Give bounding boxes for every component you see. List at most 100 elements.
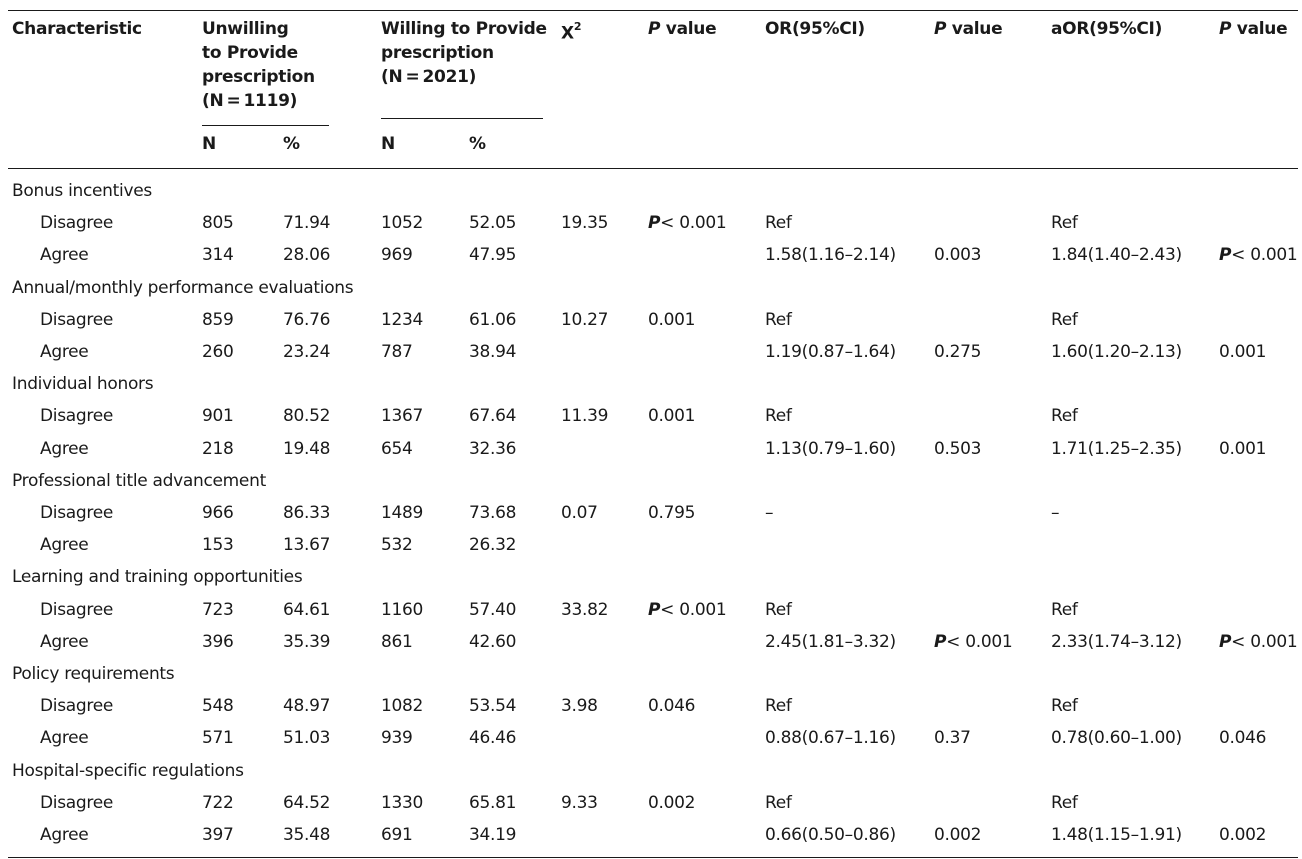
header-chi-sup: 2 xyxy=(573,20,582,33)
header-p-rest: value xyxy=(660,19,717,39)
p-symbol: P xyxy=(934,631,947,652)
group-label: Learning and training opportunities xyxy=(12,567,303,588)
cell-wi-pct: 61.06 xyxy=(469,309,517,330)
header-willing: Willing to Provide prescription (N = 202… xyxy=(381,17,547,89)
cell-wi-n: 654 xyxy=(381,438,413,459)
cell-aor: – xyxy=(1051,503,1060,523)
cell-un-pct: 86.33 xyxy=(283,503,331,523)
row-label: Agree xyxy=(40,245,89,266)
cell-un-n: 571 xyxy=(202,728,234,749)
top-rule xyxy=(8,10,1298,11)
cell-p1: P< 0.001 xyxy=(648,598,727,622)
cell-wi-pct: 52.05 xyxy=(469,213,517,234)
header-unwilling: Unwilling to Provide prescription (N = 1… xyxy=(202,17,315,113)
cell-wi-pct: 26.32 xyxy=(469,535,517,556)
cell-or: Ref xyxy=(765,213,792,234)
cell-wi-n: 1052 xyxy=(381,213,424,234)
cell-p2: 0.275 xyxy=(934,342,982,362)
cell-wi-pct: 34.19 xyxy=(469,825,517,845)
cell-wi-n: 1082 xyxy=(381,696,424,717)
cell-aor: Ref xyxy=(1051,696,1078,717)
p-symbol: P xyxy=(648,213,661,234)
group-label: Annual/monthly performance evaluations xyxy=(12,277,354,298)
cell-un-pct: 19.48 xyxy=(283,438,331,459)
cell-un-n: 153 xyxy=(202,535,234,556)
cell-or: 2.45(1.81–3.32) xyxy=(765,631,896,652)
p-value-text: < 0.001 xyxy=(946,631,1013,652)
cell-un-n: 260 xyxy=(202,342,234,362)
cell-p3: 0.001 xyxy=(1219,438,1267,459)
cell-un-n: 901 xyxy=(202,406,234,427)
cell-wi-n: 1234 xyxy=(381,309,424,330)
willing-subheader-rule xyxy=(381,118,543,119)
p-value-text: < 0.001 xyxy=(1231,631,1298,652)
cell-or: 1.13(0.79–1.60) xyxy=(765,438,896,459)
cell-un-pct: 80.52 xyxy=(283,406,331,427)
cell-p3: 0.046 xyxy=(1219,728,1267,749)
cell-wi-n: 939 xyxy=(381,728,413,749)
header-characteristic: Characteristic xyxy=(12,19,142,39)
cell-p3: P< 0.001 xyxy=(1219,630,1298,654)
row-label: Agree xyxy=(40,728,89,749)
cell-un-pct: 28.06 xyxy=(283,245,331,266)
cell-p2: 0.002 xyxy=(934,825,982,845)
p-symbol: P xyxy=(1219,631,1232,652)
cell-chi: 0.07 xyxy=(561,503,598,523)
row-label: Disagree xyxy=(40,406,114,427)
cell-or: – xyxy=(765,503,774,523)
cell-un-pct: 35.39 xyxy=(283,631,331,652)
cell-p3: P< 0.001 xyxy=(1219,243,1298,267)
cell-wi-n: 787 xyxy=(381,342,413,362)
cell-aor: 0.78(0.60–1.00) xyxy=(1051,728,1182,749)
cell-un-pct: 64.61 xyxy=(283,599,331,620)
header-unwilling-line: Unwilling xyxy=(202,19,289,39)
subheader-unwilling-n: N xyxy=(202,134,216,154)
row-label: Agree xyxy=(40,825,89,845)
row-label: Disagree xyxy=(40,213,114,234)
cell-un-pct: 48.97 xyxy=(283,696,331,717)
subheader-willing-n: N xyxy=(381,134,395,154)
header-willing-line: prescription xyxy=(381,43,494,63)
header-p-value-3: P value xyxy=(1219,17,1288,41)
cell-chi: 33.82 xyxy=(561,599,609,620)
p-symbol: P xyxy=(1219,245,1232,266)
cell-wi-pct: 46.46 xyxy=(469,728,517,749)
cell-or: Ref xyxy=(765,792,792,813)
row-label: Agree xyxy=(40,342,89,362)
cell-un-pct: 13.67 xyxy=(283,535,331,556)
row-label: Disagree xyxy=(40,599,114,620)
p-symbol: P xyxy=(648,599,661,620)
cell-p1: 0.002 xyxy=(648,792,696,813)
cell-wi-pct: 73.68 xyxy=(469,503,517,523)
cell-p1: 0.001 xyxy=(648,406,696,427)
cell-un-n: 723 xyxy=(202,599,234,620)
cell-wi-n: 1160 xyxy=(381,599,424,620)
header-p-rest: value xyxy=(1231,19,1288,39)
header-p-italic: P xyxy=(648,19,661,39)
cell-un-n: 966 xyxy=(202,503,234,523)
header-unwilling-line: (N = 1119) xyxy=(202,91,298,111)
cell-wi-n: 691 xyxy=(381,825,413,845)
cell-un-n: 218 xyxy=(202,438,234,459)
row-label: Agree xyxy=(40,535,89,556)
cell-or: 1.58(1.16–2.14) xyxy=(765,245,896,266)
cell-wi-pct: 32.36 xyxy=(469,438,517,459)
cell-un-n: 859 xyxy=(202,309,234,330)
cell-wi-pct: 57.40 xyxy=(469,599,517,620)
cell-aor: Ref xyxy=(1051,406,1078,427)
cell-p1: 0.001 xyxy=(648,309,696,330)
cell-un-pct: 23.24 xyxy=(283,342,331,362)
cell-aor: 1.71(1.25–2.35) xyxy=(1051,438,1182,459)
cell-wi-pct: 47.95 xyxy=(469,245,517,266)
row-label: Agree xyxy=(40,631,89,652)
cell-or: 0.66(0.50–0.86) xyxy=(765,825,896,845)
cell-aor: 1.60(1.20–2.13) xyxy=(1051,342,1182,362)
p-value-text: < 0.001 xyxy=(660,213,727,234)
cell-chi: 9.33 xyxy=(561,792,598,813)
cell-wi-n: 1330 xyxy=(381,792,424,813)
cell-aor: 1.48(1.15–1.91) xyxy=(1051,825,1182,845)
cell-p1: P< 0.001 xyxy=(648,211,727,235)
header-willing-line: Willing to Provide xyxy=(381,19,547,39)
cell-un-pct: 76.76 xyxy=(283,309,331,330)
row-label: Disagree xyxy=(40,503,114,523)
